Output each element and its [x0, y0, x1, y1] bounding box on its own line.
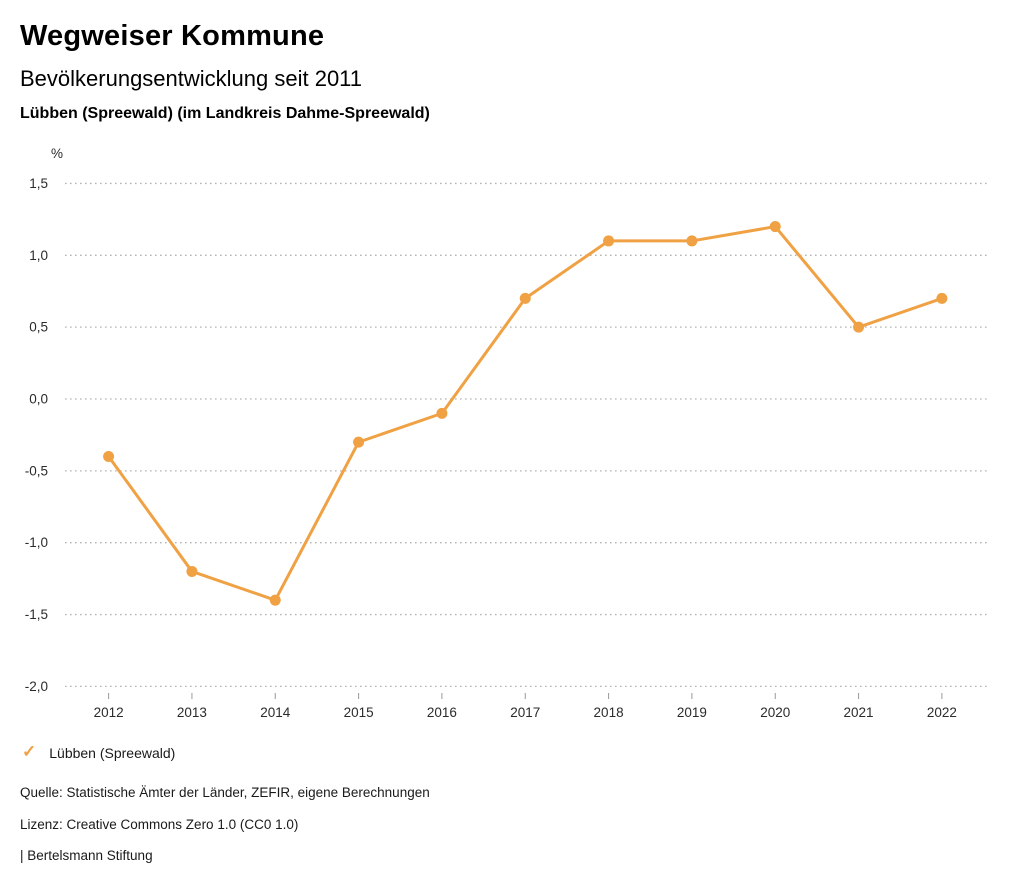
chart-region-subtitle: Lübben (Spreewald) (im Landkreis Dahme-S… [20, 105, 430, 122]
x-tick-label: 2020 [760, 705, 790, 720]
data-point[interactable] [353, 436, 365, 448]
y-axis-unit-label: % [51, 146, 63, 161]
data-point[interactable] [519, 292, 531, 304]
source-text: Quelle: Statistische Ämter der Länder, Z… [20, 785, 430, 800]
trend-line [107, 225, 944, 602]
data-point[interactable] [269, 594, 281, 606]
x-tick-label: 2022 [927, 705, 957, 720]
data-point[interactable] [686, 235, 698, 247]
y-tick-label: -0,5 [25, 463, 48, 478]
y-tick-label: 1,5 [29, 176, 48, 191]
x-tick-label: 2017 [510, 705, 540, 720]
y-tick-label: -1,5 [25, 607, 48, 622]
y-tick-label: 0,5 [29, 320, 48, 335]
legend-item-luebben[interactable]: ✓ Lübben (Spreewald) [22, 742, 176, 761]
y-tick-label: 1,0 [29, 248, 48, 263]
legend-label: Lübben (Spreewald) [49, 744, 176, 761]
data-point[interactable] [853, 321, 865, 333]
series-check-icon: ✓ [22, 742, 37, 761]
data-point[interactable] [769, 221, 781, 233]
data-point[interactable] [436, 407, 448, 419]
x-tick-label: 2018 [594, 705, 624, 720]
page-title: Wegweiser Kommune [20, 20, 325, 52]
y-tick-label: -2,0 [25, 679, 48, 694]
data-point[interactable] [186, 565, 198, 577]
y-tick-label: 0,0 [29, 392, 48, 407]
license-text: Lizenz: Creative Commons Zero 1.0 (CC0 1… [20, 817, 299, 832]
x-tick-label: 2012 [94, 705, 124, 720]
attribution-text: | Bertelsmann Stiftung [20, 848, 153, 863]
x-tick-label: 2013 [177, 705, 207, 720]
data-point[interactable] [603, 235, 615, 247]
x-tick-label: 2015 [344, 705, 374, 720]
data-point[interactable] [103, 450, 115, 462]
y-tick-label: -1,0 [25, 535, 48, 550]
data-point[interactable] [936, 292, 948, 304]
x-tick-label: 2019 [677, 705, 707, 720]
x-tick-label: 2021 [844, 705, 874, 720]
chart-title: Bevölkerungsentwicklung seit 2011 [20, 66, 363, 91]
x-tick-label: 2014 [260, 705, 291, 720]
x-tick-label: 2016 [427, 705, 457, 720]
